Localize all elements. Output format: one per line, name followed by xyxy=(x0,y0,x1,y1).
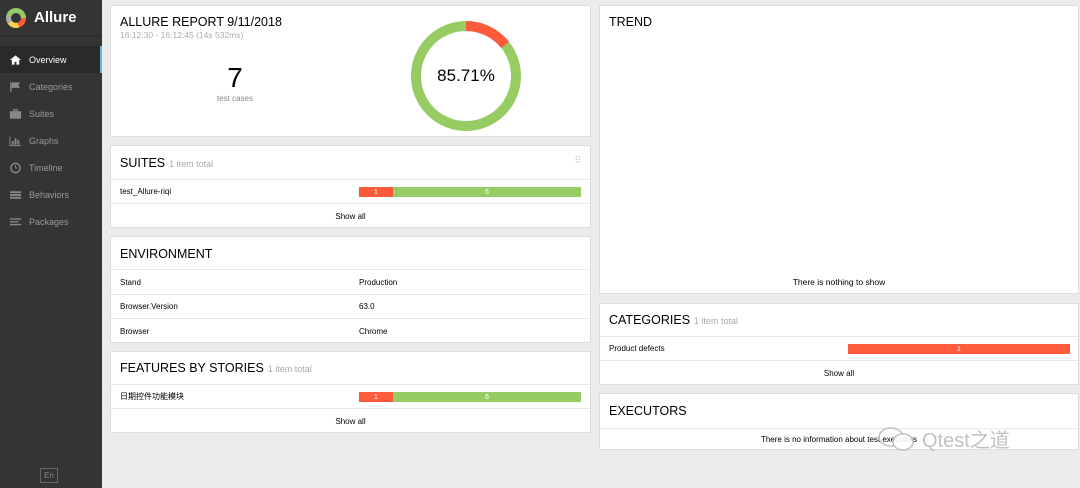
sidebar-item-label: Behaviors xyxy=(29,189,70,200)
sidebar-nav: Overview Categories Suites Graphs Timeli… xyxy=(0,46,102,235)
failed-segment: 1 xyxy=(359,392,393,402)
features-card: FEATURES BY STORIES 1 item total 日期控件功能模… xyxy=(110,351,591,433)
suite-status-bar: 1 6 xyxy=(359,187,581,197)
list-icon xyxy=(8,189,22,201)
brand[interactable]: Allure xyxy=(0,0,102,36)
categories-card: CATEGORIES 1 item total Product defects … xyxy=(599,303,1079,385)
category-status-bar: 1 xyxy=(848,344,1070,354)
trend-card: TREND There is nothing to show xyxy=(599,5,1079,294)
env-key: Browser xyxy=(120,326,150,336)
table-row[interactable]: Product defects 1 xyxy=(600,336,1078,360)
flag-icon xyxy=(8,81,22,93)
success-donut-chart xyxy=(411,21,521,131)
table-row: Browser Chrome xyxy=(111,318,590,343)
watermark-text: Qtest之道 xyxy=(922,430,1010,452)
categories-subtitle: 1 item total xyxy=(694,316,739,326)
sidebar-item-categories[interactable]: Categories xyxy=(0,73,102,100)
briefcase-icon xyxy=(8,108,22,120)
language-button[interactable]: En xyxy=(40,468,58,483)
drag-handle-icon[interactable]: ⠿ xyxy=(574,155,581,165)
sidebar-item-suites[interactable]: Suites xyxy=(0,100,102,127)
feature-status-bar: 1 6 xyxy=(359,392,581,402)
features-subtitle: 1 item total xyxy=(267,364,312,374)
table-row[interactable]: test_Allure-riqi 1 6 xyxy=(111,179,590,203)
suites-card: SUITES 1 item total ⠿ test_Allure-riqi 1… xyxy=(110,145,591,228)
env-key: Browser.Version xyxy=(120,302,178,311)
env-value: Production xyxy=(359,277,398,287)
watermark: Qtest之道 xyxy=(878,424,1010,453)
env-value: 63.0 xyxy=(359,302,375,311)
bar-chart-icon xyxy=(8,135,22,147)
sidebar-item-label: Suites xyxy=(29,108,55,119)
table-row[interactable]: 日期控件功能模块 1 6 xyxy=(111,384,590,408)
sidebar-item-label: Overview xyxy=(29,54,67,65)
success-rate: 85.71% xyxy=(437,66,495,85)
env-value: Chrome xyxy=(359,326,388,336)
summary-card: ALLURE REPORT 9/11/2018 16:12:30 - 16:12… xyxy=(110,5,591,137)
executors-empty-message: There is no information about test execu… xyxy=(600,428,1078,450)
suite-name: test_Allure-riqi xyxy=(120,187,172,196)
home-icon xyxy=(8,54,22,66)
sidebar-item-timeline[interactable]: Timeline xyxy=(0,154,102,181)
suites-title: SUITES xyxy=(120,156,166,170)
executors-title: EXECUTORS xyxy=(609,404,687,418)
feature-name: 日期控件功能模块 xyxy=(120,392,184,401)
environment-title: ENVIRONMENT xyxy=(120,247,213,261)
test-case-label: test cases xyxy=(216,94,253,103)
passed-segment: 6 xyxy=(393,187,581,197)
sidebar-item-label: Graphs xyxy=(29,135,59,146)
suites-subtitle: 1 item total xyxy=(169,159,214,169)
sidebar-item-overview[interactable]: Overview xyxy=(0,46,102,73)
sidebar-item-label: Packages xyxy=(29,216,69,227)
environment-card: ENVIRONMENT Stand Production Browser.Ver… xyxy=(110,236,591,343)
category-count-segment: 1 xyxy=(848,344,1070,354)
align-left-icon xyxy=(8,216,22,228)
suites-show-all-link[interactable]: Show all xyxy=(111,203,590,228)
sidebar-item-packages[interactable]: Packages xyxy=(0,208,102,235)
report-time: 16:12:30 - 16:12:45 (14s 532ms) xyxy=(120,30,244,40)
features-title: FEATURES BY STORIES xyxy=(120,361,264,375)
table-row: Stand Production xyxy=(111,269,590,294)
sidebar-item-graphs[interactable]: Graphs xyxy=(0,127,102,154)
clock-icon xyxy=(8,162,22,174)
failed-segment: 1 xyxy=(359,187,393,197)
trend-title: TREND xyxy=(609,15,653,29)
table-row: Browser.Version 63.0 xyxy=(111,294,590,318)
categories-title: CATEGORIES xyxy=(609,313,691,327)
sidebar-item-label: Categories xyxy=(29,81,73,92)
sidebar-item-label: Timeline xyxy=(29,162,63,173)
categories-show-all-link[interactable]: Show all xyxy=(600,360,1078,385)
donut-failed-arc xyxy=(465,21,510,49)
sidebar-item-behaviors[interactable]: Behaviors xyxy=(0,181,102,208)
test-case-count: 7 xyxy=(227,62,243,93)
wechat-icon xyxy=(878,426,914,451)
features-show-all-link[interactable]: Show all xyxy=(111,408,590,433)
allure-logo-icon xyxy=(6,7,26,28)
category-name: Product defects xyxy=(609,344,665,353)
executors-card: EXECUTORS There is no information about … xyxy=(599,393,1079,450)
trend-empty-message: There is nothing to show xyxy=(792,277,886,287)
passed-segment: 6 xyxy=(393,392,581,402)
report-title: ALLURE REPORT 9/11/2018 xyxy=(120,15,282,29)
env-key: Stand xyxy=(120,277,141,287)
sidebar: Allure Overview Categories Suites Graphs… xyxy=(0,0,102,488)
brand-name: Allure xyxy=(34,9,77,26)
